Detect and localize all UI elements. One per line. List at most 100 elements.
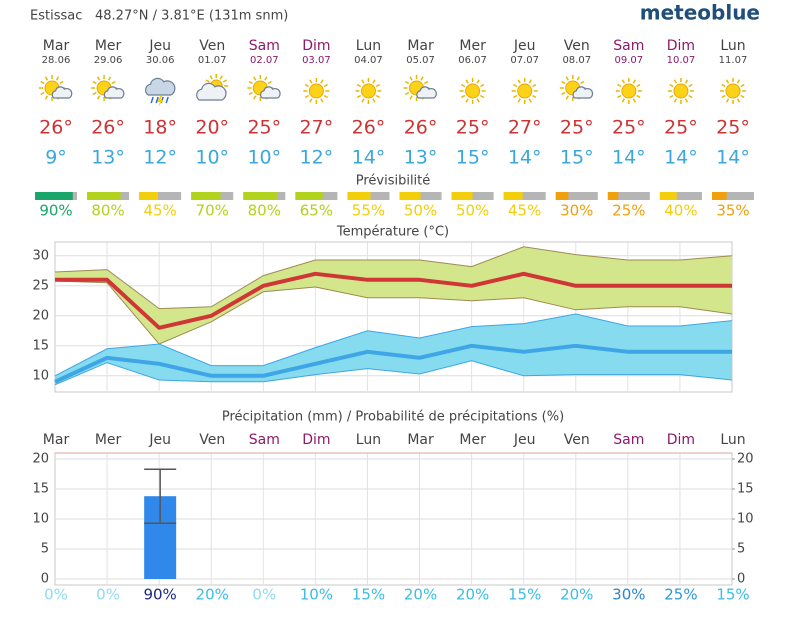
temp-min: 14° (716, 147, 750, 169)
temp-max: 27° (300, 117, 334, 139)
sun-ray (361, 79, 365, 84)
temp-min: 9° (45, 147, 67, 169)
predictability-label: 65% (300, 202, 333, 220)
day-name: Dim (302, 38, 330, 54)
day-date: 03.07 (302, 55, 331, 66)
day-name: Lun (720, 38, 745, 54)
y2-tick-label: 10 (737, 512, 754, 527)
sun-ray (576, 76, 580, 81)
x-tick-label: Dim (302, 432, 330, 448)
probability-label: 15% (508, 586, 541, 604)
brand[interactable]: meteoblue (640, 1, 760, 25)
temp-min: 14° (612, 147, 646, 169)
cloud (260, 86, 281, 99)
sun-ray (517, 98, 521, 103)
sun-ray (264, 76, 268, 81)
weather-icon (615, 78, 642, 104)
sun-ray (248, 91, 253, 96)
sun-ray (532, 94, 537, 99)
temp-min: 14° (664, 147, 698, 169)
predictability-bar (555, 192, 569, 200)
sun-ray (219, 75, 223, 80)
rain-drop (165, 96, 169, 104)
sun-ray (55, 76, 60, 81)
sun-ray (304, 83, 309, 88)
rain-drop (150, 96, 154, 104)
predictability-label: 45% (143, 202, 176, 220)
sun-ray (721, 94, 726, 99)
temp-max: 27° (508, 117, 542, 139)
sun-ray (59, 80, 64, 85)
predictability-label: 30% (560, 202, 593, 220)
sun-ray (725, 98, 730, 103)
sun-ray (372, 79, 376, 84)
sun-ray (684, 79, 689, 84)
temp-max: 26° (404, 117, 438, 139)
sun-ray (375, 94, 381, 99)
temp-min: 12° (143, 147, 177, 169)
probability-label: 20% (456, 586, 489, 604)
sun-ray (372, 98, 376, 103)
sun-ray (222, 79, 227, 83)
day-date: 06.07 (458, 55, 487, 66)
weather-icon (511, 78, 538, 104)
day-date: 29.06 (94, 55, 123, 66)
sun-ray (565, 76, 569, 81)
predictability-bar (503, 192, 523, 200)
sun-ray (476, 79, 480, 84)
weather-icon (355, 78, 382, 104)
plot-area (54, 241, 733, 393)
predictability-label: 35% (716, 202, 749, 220)
y2-tick-label: 0 (737, 572, 745, 587)
predictability-label: 55% (352, 202, 385, 220)
cloud (416, 86, 437, 99)
sun-ray (476, 98, 480, 103)
probability-label: 30% (612, 586, 645, 604)
sun-ray (253, 95, 257, 100)
sun-ray (267, 80, 272, 85)
temp-band (55, 246, 732, 344)
temp-min: 14° (508, 147, 542, 169)
day-date: 02.07 (250, 55, 279, 66)
sun-ray (617, 94, 622, 99)
sun-ray (740, 94, 745, 99)
sun-ray (532, 83, 537, 88)
probability-label: 0% (44, 586, 68, 604)
cloud (196, 82, 227, 101)
temp-max: 25° (716, 117, 750, 139)
sun-ray (632, 98, 636, 103)
sun-disc (360, 83, 376, 99)
sun-ray (320, 98, 324, 103)
sun-ray (404, 80, 410, 85)
day-date: 04.07 (354, 55, 383, 66)
cloud (103, 86, 125, 99)
sun-disc (308, 83, 324, 99)
predictability-bar (451, 192, 473, 200)
y-tick-label: 20 (32, 308, 49, 323)
sun-ray (725, 79, 730, 84)
cloud (145, 77, 176, 96)
predictability-bar (243, 192, 277, 200)
x-tick-label: Sam (613, 432, 644, 448)
temp-max: 25° (456, 117, 490, 139)
sun-ray (404, 91, 410, 96)
location: Estissac (30, 9, 82, 24)
temp-max: 18° (143, 117, 177, 139)
lightning (157, 96, 164, 107)
probability-label: 20% (196, 586, 229, 604)
sun-ray (375, 83, 381, 88)
temp-min: 13° (404, 147, 438, 169)
sun-ray (465, 98, 469, 103)
sun-ray (107, 76, 112, 81)
temp-max: 25° (560, 117, 594, 139)
day-date: 30.06 (146, 55, 175, 66)
temp-max: 26° (352, 117, 386, 139)
sun-disc (725, 83, 741, 99)
sun-ray (632, 79, 636, 84)
weather-icon (196, 74, 229, 101)
sun-ray (460, 94, 466, 99)
sun-ray (356, 94, 362, 99)
probability-label: 90% (143, 586, 176, 604)
precipitation-title: Précipitation (mm) / Probabilité de préc… (222, 410, 564, 425)
